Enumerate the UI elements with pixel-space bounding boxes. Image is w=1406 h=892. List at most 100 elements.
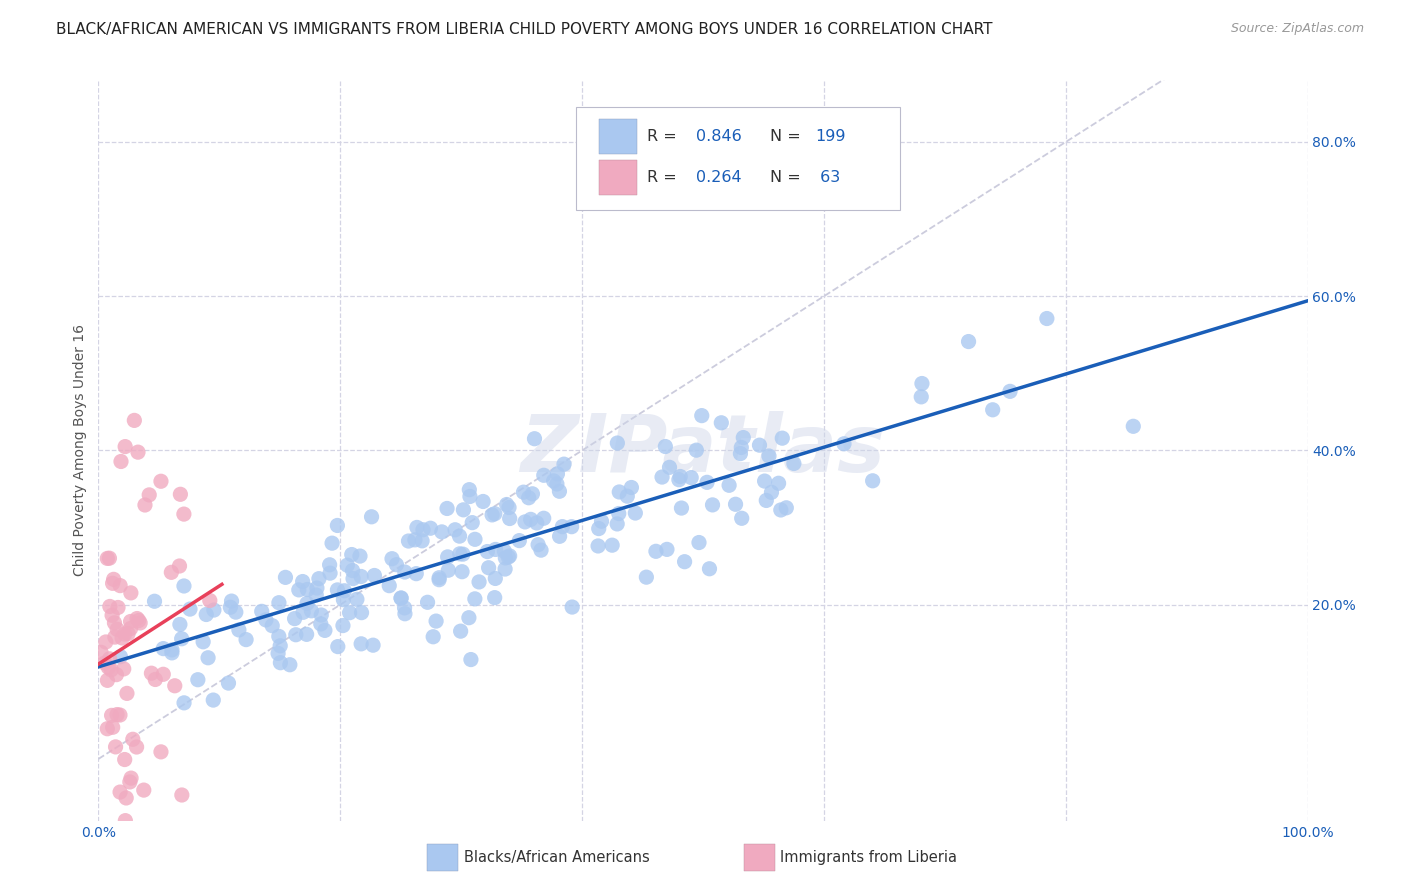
Point [152, 641, 174, 656]
Point [297, 582, 319, 597]
Point [533, 511, 555, 525]
Point [160, 646, 183, 660]
Point [117, 626, 139, 640]
Point [262, 618, 284, 632]
Point [688, 535, 710, 549]
Point [911, 376, 934, 391]
Point [326, 640, 349, 654]
Point [228, 623, 250, 637]
Point [326, 582, 349, 597]
Point [775, 500, 797, 515]
Text: Source: ZipAtlas.com: Source: ZipAtlas.com [1230, 22, 1364, 36]
Point [295, 627, 318, 641]
Point [191, 634, 214, 648]
Point [658, 460, 681, 475]
Point [519, 512, 541, 526]
Point [339, 606, 361, 620]
Point [187, 673, 209, 687]
Point [96, 722, 118, 736]
Point [645, 544, 668, 558]
Point [498, 500, 520, 515]
Text: Blacks/African Americans: Blacks/African Americans [464, 850, 650, 864]
Point [730, 441, 752, 455]
Point [710, 416, 733, 430]
Point [101, 608, 124, 623]
Point [274, 570, 297, 584]
Point [108, 579, 131, 593]
Point [114, 752, 136, 766]
Point [110, 454, 132, 468]
Point [149, 745, 172, 759]
Point [543, 474, 565, 488]
Point [100, 663, 122, 677]
Point [127, 445, 149, 459]
Point [724, 497, 747, 511]
Point [143, 594, 166, 608]
Point [98, 652, 121, 666]
Point [305, 581, 328, 595]
Point [363, 568, 385, 582]
Point [668, 473, 690, 487]
Point [278, 657, 301, 672]
Point [526, 516, 548, 530]
Point [513, 515, 536, 529]
Point [733, 431, 755, 445]
Point [114, 627, 136, 641]
Point [588, 522, 610, 536]
Text: 63: 63 [815, 170, 841, 185]
Point [105, 622, 128, 636]
Point [457, 610, 479, 624]
Point [495, 498, 517, 512]
Point [221, 594, 243, 608]
Point [98, 551, 121, 566]
Point [115, 791, 138, 805]
Point [267, 629, 290, 643]
Point [349, 549, 371, 563]
Point [494, 562, 516, 576]
Point [561, 600, 583, 615]
Point [169, 559, 191, 574]
Point [444, 523, 467, 537]
Point [606, 516, 628, 531]
Point [458, 483, 481, 497]
Point [169, 487, 191, 501]
Point [607, 507, 630, 521]
Point [404, 533, 426, 547]
Point [671, 501, 693, 516]
Point [394, 600, 416, 615]
Point [378, 579, 401, 593]
Point [267, 596, 290, 610]
Point [129, 615, 152, 630]
Point [422, 630, 444, 644]
Point [450, 624, 472, 639]
Point [591, 514, 613, 528]
Point [405, 566, 427, 581]
Point [523, 432, 546, 446]
Point [202, 603, 225, 617]
Text: Immigrants from Liberia: Immigrants from Liberia [780, 850, 957, 864]
Text: N =: N = [770, 129, 807, 144]
Point [460, 652, 482, 666]
Point [758, 449, 780, 463]
Point [332, 592, 354, 607]
Point [170, 632, 193, 646]
Point [498, 549, 520, 563]
Point [90, 645, 112, 659]
Point [494, 544, 516, 558]
Point [606, 436, 628, 450]
Point [654, 440, 676, 454]
Point [696, 475, 718, 490]
Point [314, 624, 336, 638]
Point [451, 547, 474, 561]
Point [770, 431, 793, 445]
Point [120, 622, 142, 636]
Point [104, 739, 127, 754]
Point [94, 635, 117, 649]
Point [114, 440, 136, 454]
Point [427, 573, 450, 587]
Point [152, 667, 174, 681]
Point [512, 485, 534, 500]
Point [107, 600, 129, 615]
Point [110, 649, 132, 664]
Point [350, 637, 373, 651]
